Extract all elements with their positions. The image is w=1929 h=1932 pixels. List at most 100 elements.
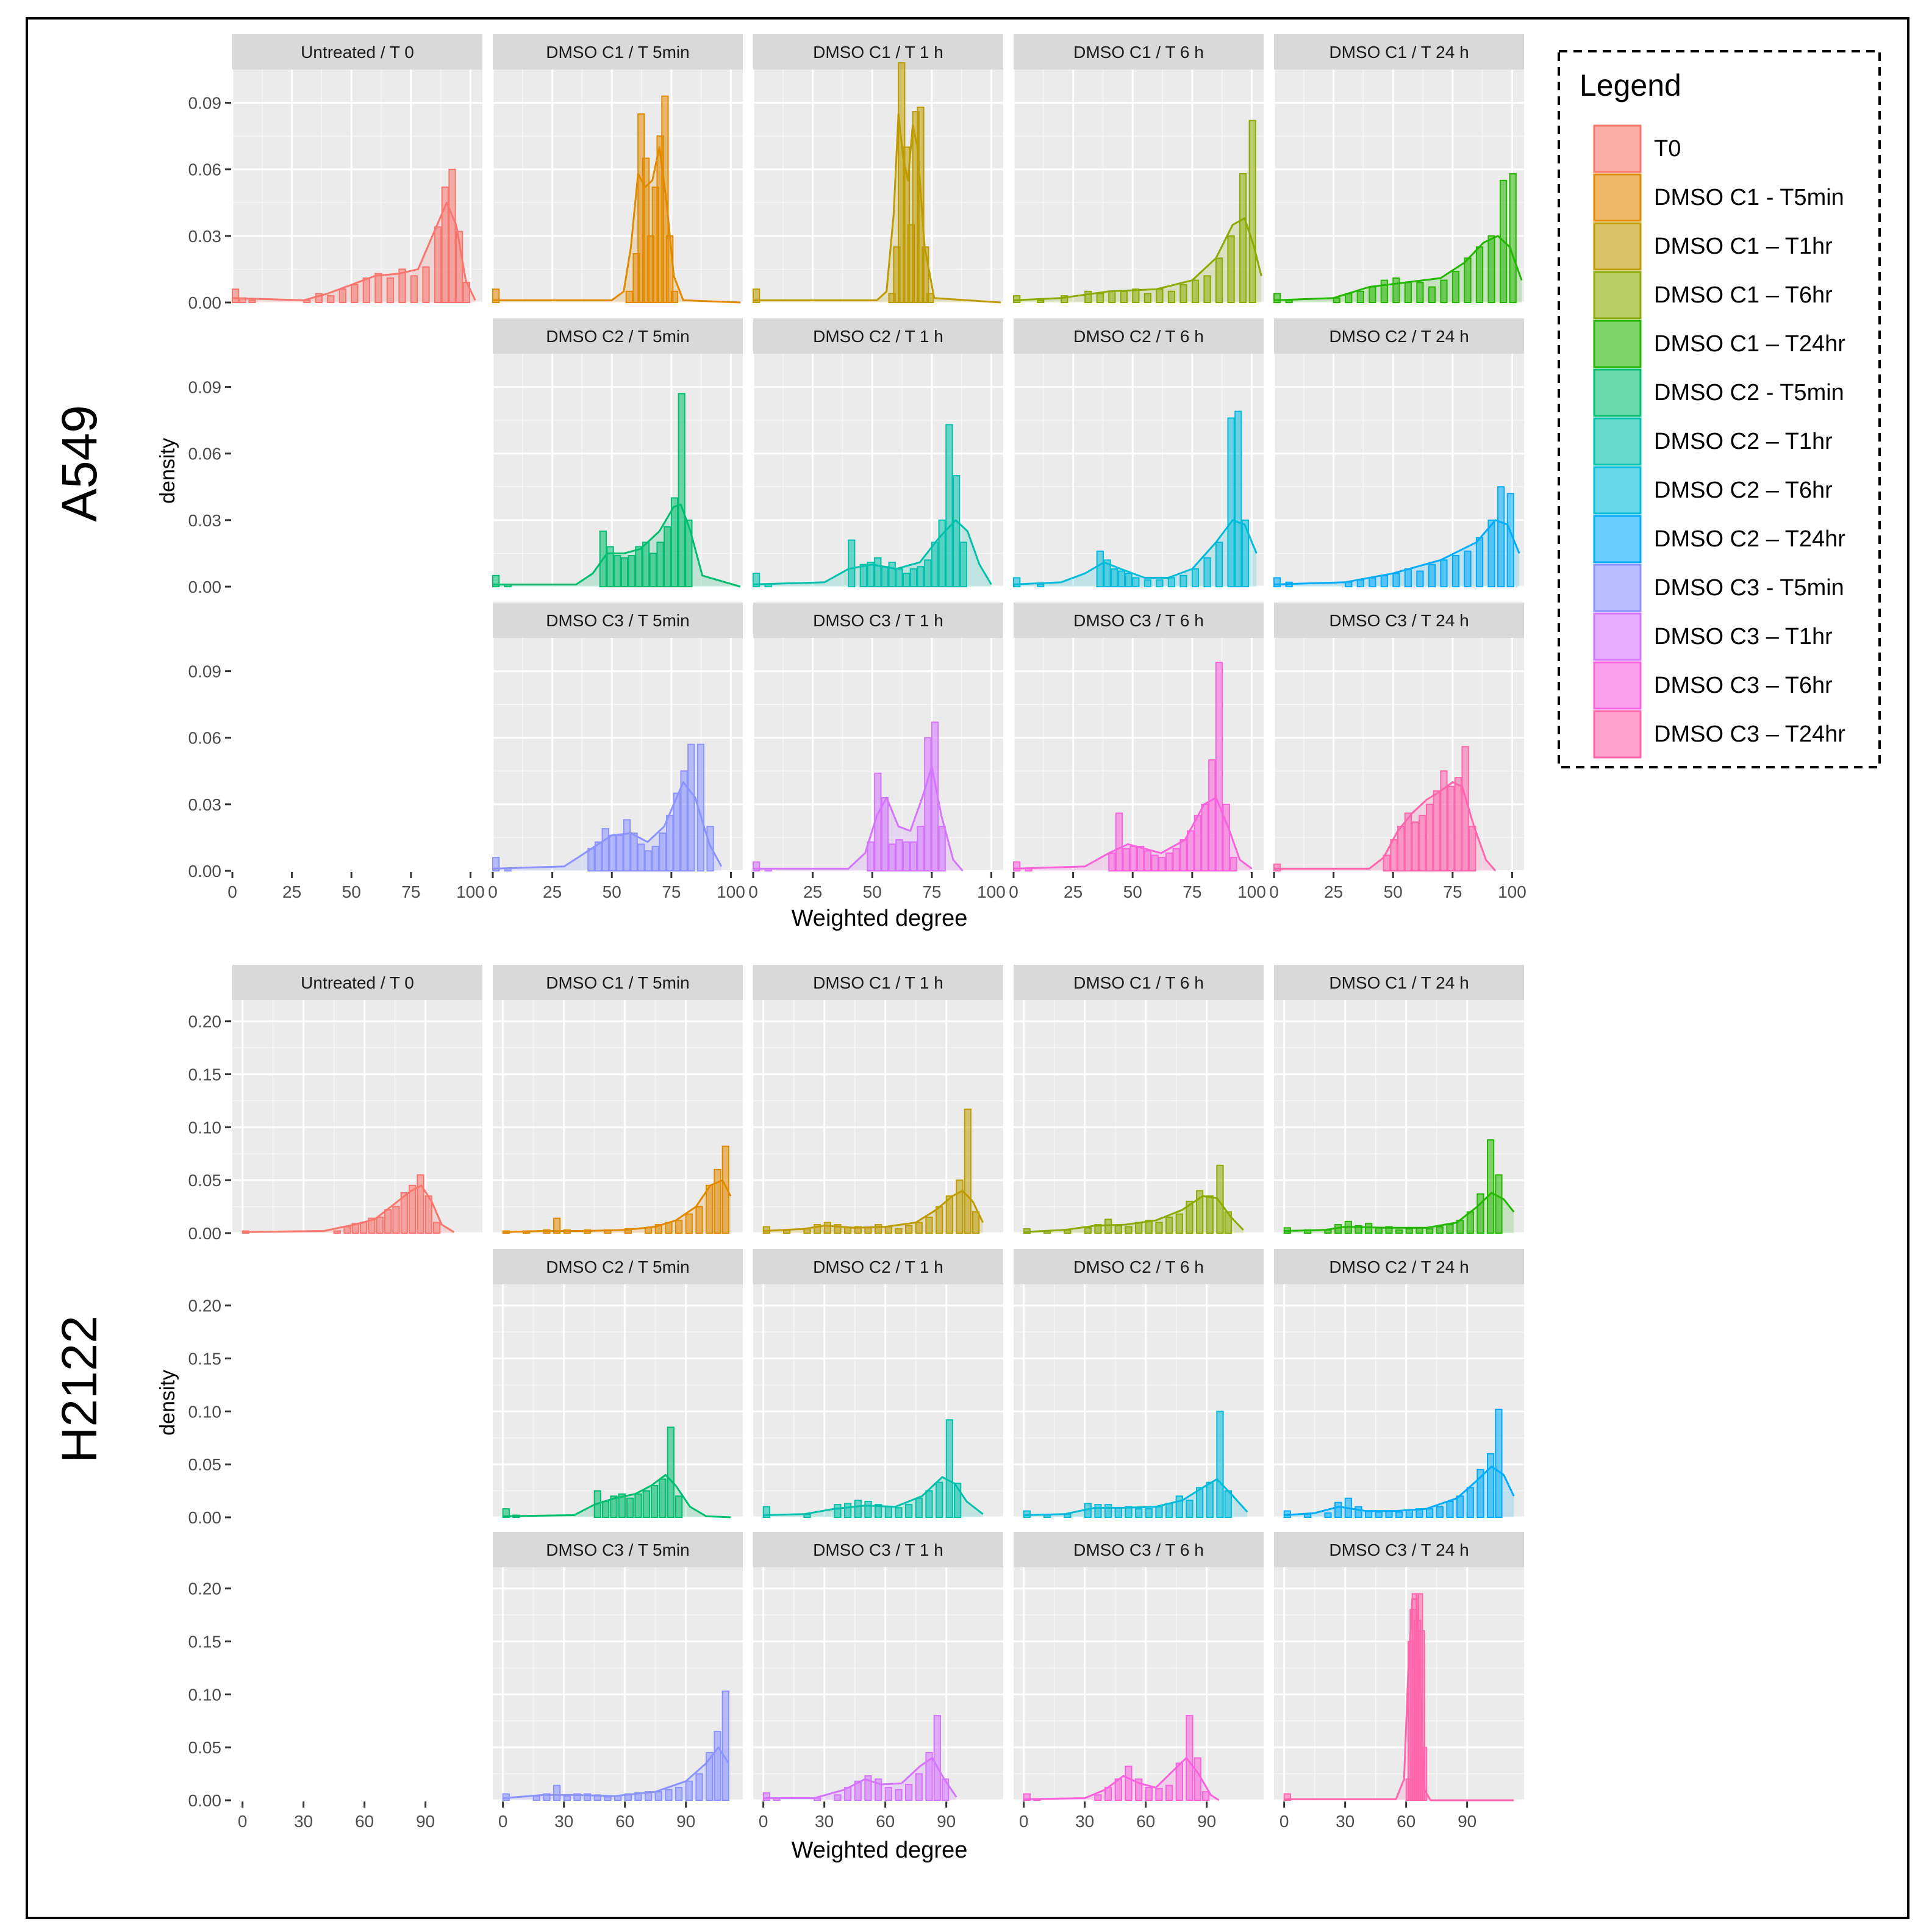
density-curve <box>763 1757 957 1799</box>
histogram-bar <box>1324 1512 1332 1518</box>
histogram-bar <box>1155 1787 1163 1801</box>
histogram-bar <box>903 841 911 872</box>
histogram-bar <box>409 1184 417 1234</box>
plot-background <box>493 1284 743 1517</box>
legend-swatch <box>1593 124 1642 173</box>
y-tick-label: 0.06 <box>188 160 222 179</box>
x-tick-label: 0 <box>1009 882 1018 901</box>
histogram-bar <box>1487 1453 1495 1518</box>
histogram-bar <box>642 542 650 587</box>
density-curve <box>753 519 992 585</box>
histogram-bar <box>1125 1226 1133 1234</box>
histogram-bar <box>685 1213 693 1234</box>
histogram-bar <box>1165 1784 1173 1801</box>
density-curve <box>503 1179 732 1233</box>
histogram-bar <box>1273 864 1281 872</box>
x-tick-label: 30 <box>815 1812 834 1831</box>
x-tick-label: 90 <box>676 1812 695 1831</box>
histogram-bar <box>1145 1508 1153 1519</box>
histogram-bar <box>601 828 609 871</box>
plot-background <box>493 1567 743 1800</box>
histogram-bar <box>248 299 256 304</box>
histogram-bar <box>400 1192 408 1234</box>
facet-strip-label: DMSO C3 / T 6 h <box>1073 611 1204 630</box>
legend-swatch <box>1593 564 1642 612</box>
facet-panel: DMSO C1 / T 6 h <box>1012 34 1264 304</box>
histogram-bar <box>864 1500 872 1519</box>
legend-title: Legend <box>1580 68 1681 102</box>
legend-swatch <box>1593 173 1642 222</box>
histogram-bar <box>959 542 967 587</box>
histogram-bar <box>1469 826 1476 871</box>
x-tick-label: 60 <box>1136 1812 1155 1831</box>
histogram-bar <box>1125 573 1133 587</box>
histogram-bar <box>1440 279 1448 303</box>
density-curve <box>1013 519 1258 585</box>
facet-strip <box>493 1249 743 1284</box>
x-tick-label: 25 <box>1324 882 1343 901</box>
y-tick-label: 0.03 <box>188 227 222 246</box>
histogram-bar <box>675 1495 683 1519</box>
x-tick-label: 75 <box>662 882 681 901</box>
facet-strip-label: DMSO C2 / T 6 h <box>1073 327 1204 346</box>
plot-background <box>1014 1284 1264 1517</box>
legend-label: T0 <box>1654 136 1681 162</box>
x-tick-label: 60 <box>1397 1812 1415 1831</box>
histogram-bar <box>618 1493 626 1518</box>
histogram-bar <box>664 526 671 587</box>
histogram-bar <box>492 574 500 587</box>
histogram-bar <box>1487 519 1495 588</box>
facet-panel: DMSO C3 / T 5min <box>492 603 743 872</box>
histogram-bar <box>659 832 667 871</box>
facet-panel: DMSO C1 / T 6 h <box>1014 965 1264 1234</box>
histogram-bar <box>553 1784 561 1801</box>
histogram-bar <box>1156 579 1164 588</box>
histogram-bar <box>1137 845 1145 872</box>
y-tick-label: 0.10 <box>188 1402 222 1421</box>
facet-panel: DMSO C2 / T 5min <box>492 318 743 588</box>
x-tick-label: 75 <box>922 882 941 901</box>
histogram-bar <box>1333 297 1340 304</box>
histogram-bar <box>1229 857 1237 871</box>
histogram-bar <box>888 843 896 872</box>
density-curve <box>763 1476 984 1516</box>
histogram-bar <box>1132 288 1140 303</box>
facet-panel: DMSO C2 / T 1 h <box>753 1249 1003 1519</box>
density-area <box>1274 235 1522 302</box>
histogram-bar <box>675 1787 683 1801</box>
legend-label: DMSO C3 - T5min <box>1654 575 1844 601</box>
x-axis-title-h2122: Weighted degree <box>792 1837 968 1863</box>
histogram-bar <box>584 1793 592 1801</box>
density-area <box>1014 520 1257 587</box>
x-tick-label: 0 <box>238 1812 248 1831</box>
facet-strip-label: DMSO C3 / T 1 h <box>813 611 943 630</box>
histogram-bar <box>1241 519 1250 588</box>
facet-panel: DMSO C2 / T 24 h <box>1273 318 1524 588</box>
x-tick-label: 100 <box>977 882 1006 901</box>
histogram-bar <box>441 186 449 303</box>
histogram-bar <box>956 1179 964 1234</box>
density-curve <box>232 201 476 301</box>
facet-strip <box>753 318 1003 354</box>
facet-strip-label: DMSO C3 / T 1 h <box>813 1540 943 1559</box>
facet-strip-label: DMSO C3 / T 24 h <box>1329 611 1469 630</box>
x-tick-label: 90 <box>1197 1812 1216 1831</box>
legend-label: DMSO C1 - T5min <box>1654 185 1844 210</box>
histogram-bar <box>448 168 456 303</box>
histogram-bar <box>859 564 867 587</box>
histogram-bar <box>905 1783 913 1801</box>
histogram-bar <box>895 839 903 872</box>
histogram-bar <box>1061 295 1068 304</box>
histogram-bar <box>1436 1226 1444 1234</box>
facet-strip <box>753 1532 1003 1567</box>
histogram-bar <box>1436 1506 1444 1518</box>
histogram-bar <box>628 555 635 588</box>
density-area <box>232 202 476 302</box>
histogram-bar <box>333 1230 341 1234</box>
histogram-bar <box>433 1222 441 1234</box>
x-tick-label: 50 <box>603 882 621 901</box>
histogram-bar <box>1404 812 1412 871</box>
histogram-bar <box>338 288 346 303</box>
x-tick-label: 25 <box>803 882 822 901</box>
histogram-bar <box>434 226 442 303</box>
